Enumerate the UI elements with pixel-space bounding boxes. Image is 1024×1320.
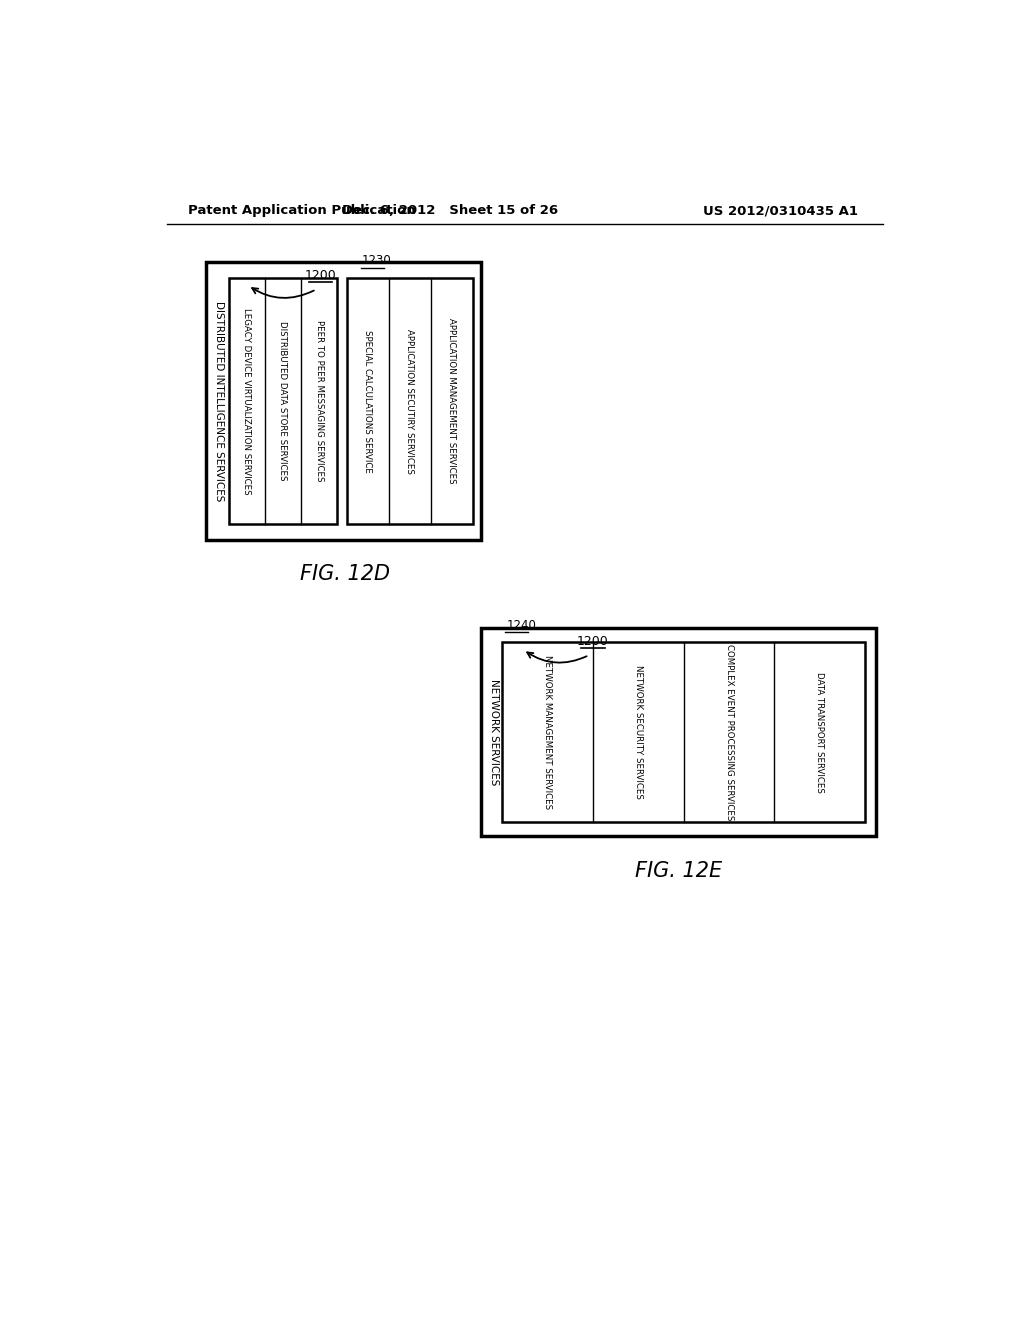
Text: US 2012/0310435 A1: US 2012/0310435 A1 bbox=[703, 205, 858, 218]
Bar bbox=[346, 277, 473, 524]
Text: SPECIAL CALCULATIONS SERVICE: SPECIAL CALCULATIONS SERVICE bbox=[364, 330, 372, 473]
Bar bbox=[480, 628, 876, 836]
Text: PEER TO PEER MESSAGING SERVICES: PEER TO PEER MESSAGING SERVICES bbox=[314, 321, 324, 482]
Text: 1230: 1230 bbox=[362, 255, 392, 268]
Text: Dec. 6, 2012   Sheet 15 of 26: Dec. 6, 2012 Sheet 15 of 26 bbox=[342, 205, 558, 218]
Text: COMPLEX EVENT PROCESSING SERVICES: COMPLEX EVENT PROCESSING SERVICES bbox=[725, 644, 733, 820]
Text: NETWORK SERVICES: NETWORK SERVICES bbox=[488, 678, 499, 785]
Bar bbox=[206, 263, 480, 540]
Text: 1240: 1240 bbox=[506, 619, 537, 631]
Text: APPLICATION MANAGEMENT SERVICES: APPLICATION MANAGEMENT SERVICES bbox=[447, 318, 457, 483]
Text: DATA TRANSPORT SERVICES: DATA TRANSPORT SERVICES bbox=[815, 672, 824, 792]
Text: FIG. 12E: FIG. 12E bbox=[635, 861, 722, 880]
Bar bbox=[503, 642, 865, 822]
Text: NETWORK MANAGEMENT SERVICES: NETWORK MANAGEMENT SERVICES bbox=[543, 655, 552, 809]
Text: DISTRIBUTED INTELLIGENCE SERVICES: DISTRIBUTED INTELLIGENCE SERVICES bbox=[214, 301, 223, 502]
Text: 1200: 1200 bbox=[578, 635, 609, 648]
Text: APPLICATION SECUTIRY SERVICES: APPLICATION SECUTIRY SERVICES bbox=[406, 329, 415, 474]
Text: Patent Application Publication: Patent Application Publication bbox=[188, 205, 416, 218]
Bar bbox=[228, 277, 337, 524]
Text: NETWORK SECURITY SERVICES: NETWORK SECURITY SERVICES bbox=[634, 665, 643, 799]
Text: DISTRIBUTED DATA STORE SERVICES: DISTRIBUTED DATA STORE SERVICES bbox=[279, 321, 288, 480]
Text: LEGACY DEVICE VIRTUALIZATION SERVICES: LEGACY DEVICE VIRTUALIZATION SERVICES bbox=[243, 308, 251, 494]
Text: 1200: 1200 bbox=[304, 269, 336, 282]
Text: FIG. 12D: FIG. 12D bbox=[300, 564, 390, 585]
